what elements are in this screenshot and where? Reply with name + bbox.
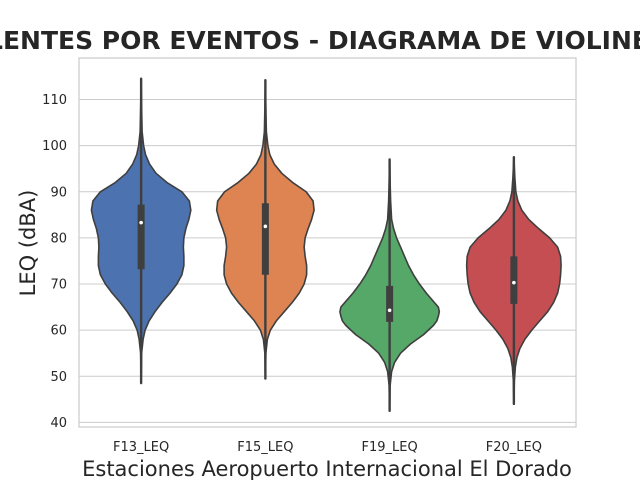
- y-tick-label: 70: [50, 278, 67, 293]
- y-tick-label: 90: [50, 185, 67, 200]
- y-tick-label: 40: [50, 416, 67, 431]
- violin-F19_LEQ: [339, 158, 441, 413]
- x-tick-label: F15_LEQ: [237, 440, 293, 455]
- violin-median-marker: [387, 308, 392, 313]
- violin-F13_LEQ: [90, 77, 192, 385]
- violins: [90, 77, 562, 413]
- x-tick-label: F20_LEQ: [486, 440, 542, 455]
- x-tick-label: F13_LEQ: [113, 440, 169, 455]
- chart-title: LENTES POR EVENTOS - DIAGRAMA DE VIOLINE…: [0, 26, 640, 55]
- y-tick-labels: 40 50 60 70 80 90 100 110: [42, 93, 67, 431]
- y-axis-label: LEQ (dBA): [16, 190, 40, 297]
- y-tick-label: 110: [42, 93, 67, 108]
- violin-median-marker: [139, 220, 143, 225]
- y-tick-label: 50: [50, 370, 67, 385]
- x-tick-labels: F13_LEQ F15_LEQ F19_LEQ F20_LEQ: [113, 440, 542, 455]
- plot-frame: [78, 57, 577, 428]
- violin-median-marker: [512, 280, 516, 285]
- violin-F15_LEQ: [215, 78, 315, 380]
- violin-median-marker: [263, 224, 268, 229]
- y-tick-label: 100: [42, 139, 67, 154]
- y-tick-label: 60: [50, 324, 67, 339]
- x-tick-label: F19_LEQ: [362, 440, 418, 455]
- violin-F20_LEQ: [465, 155, 562, 406]
- x-axis-label: Estaciones Aeropuerto Internacional El D…: [82, 457, 572, 480]
- y-tick-label: 80: [50, 231, 67, 246]
